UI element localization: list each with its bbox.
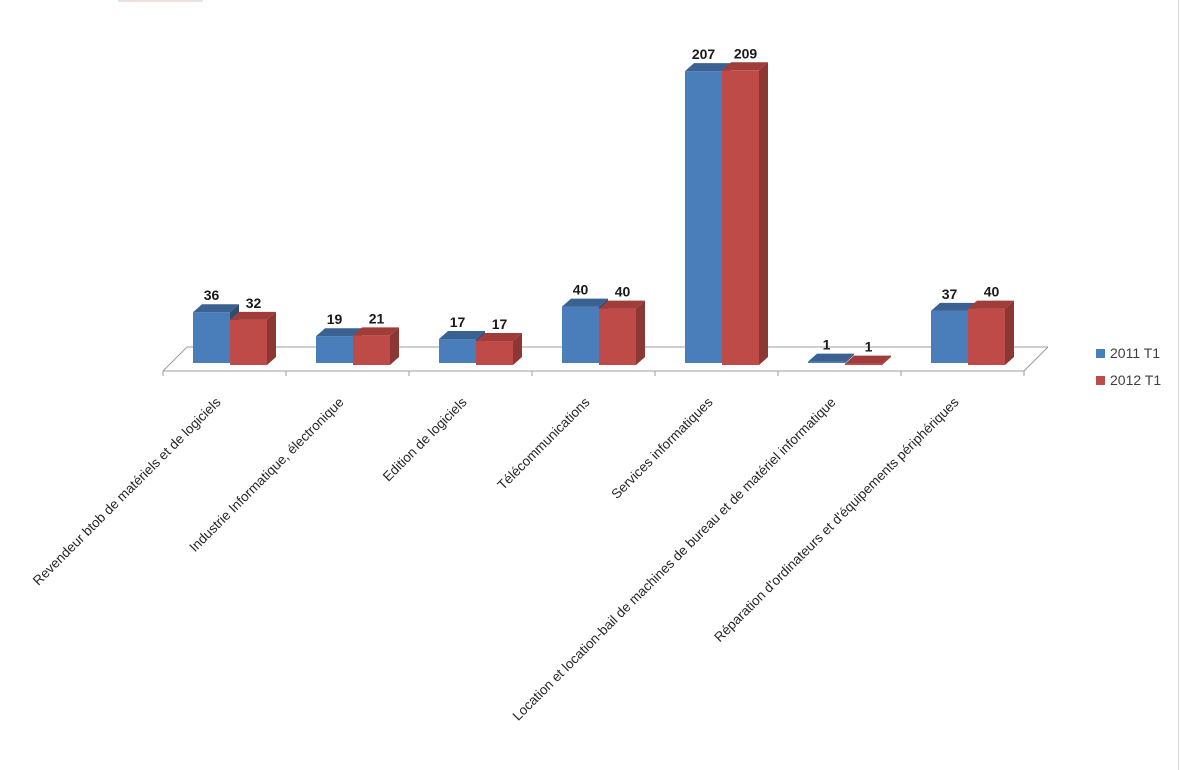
- bar-front-face: [722, 70, 759, 365]
- bar-2012-t1-cat2: [353, 327, 399, 365]
- bar-2012-t1-cat7: [968, 300, 1014, 365]
- legend-item-2011-t1: 2011 T1: [1096, 345, 1161, 361]
- bar-front-face: [845, 363, 882, 365]
- bar-front-face: [439, 339, 476, 363]
- top-edge-artifact: [118, 0, 203, 2]
- bar-side-face: [845, 353, 854, 363]
- bar-2012-t1-cat6: [845, 355, 891, 365]
- bar-side-face: [1005, 300, 1014, 365]
- bar-side-face: [882, 355, 891, 365]
- bar-2011-t1-cat2: [316, 328, 362, 363]
- floor-left-edge: [162, 346, 188, 372]
- bar-top-face: [722, 62, 768, 71]
- value-label: 17: [492, 316, 508, 332]
- category-label-cat5: Services informatiques: [608, 394, 715, 501]
- bar-top-face: [316, 328, 362, 337]
- legend-swatch-icon: [1096, 375, 1105, 385]
- value-label: 32: [246, 295, 262, 311]
- legend-swatch-icon: [1096, 348, 1105, 358]
- bar-side-face: [759, 62, 768, 366]
- value-label: 207: [692, 46, 716, 62]
- legend-label: 2012 T1: [1110, 372, 1162, 388]
- bar-2012-t1-cat3: [476, 333, 522, 365]
- category-label-cat3: Edition de logiciels: [380, 394, 470, 484]
- floor-right-edge: [1023, 346, 1049, 372]
- value-label: 40: [615, 284, 631, 300]
- bar-front-face: [599, 308, 636, 365]
- bar-2012-t1-cat4: [599, 300, 645, 365]
- bar-front-face: [808, 361, 845, 363]
- right-edge-border: [1178, 0, 1179, 770]
- bar-2011-t1-cat7: [931, 302, 977, 363]
- bar-side-face: [390, 327, 399, 365]
- bar-2012-t1-cat1: [230, 311, 276, 365]
- bar-side-face: [636, 300, 645, 365]
- category-label-cat2: Industrie Informatique, électronique: [186, 395, 346, 555]
- bar-front-face: [476, 341, 513, 365]
- bar-side-face: [267, 311, 276, 365]
- value-label: 209: [734, 45, 758, 61]
- value-label: 21: [369, 310, 385, 326]
- category-label-cat4: Télécommunications: [494, 394, 592, 492]
- value-label: 1: [865, 339, 873, 355]
- category-label-cat1: Revendeur btob de matériels et de logici…: [30, 394, 224, 588]
- legend: 2011 T1 2012 T1: [1096, 345, 1161, 388]
- bar-top-face: [562, 298, 608, 307]
- legend-item-2012-t1: 2012 T1: [1096, 372, 1161, 388]
- value-label: 37: [942, 286, 958, 302]
- bar-top-face: [599, 300, 645, 309]
- bar-front-face: [353, 335, 390, 365]
- bar-top-face: [968, 300, 1014, 309]
- bar-top-face: [931, 302, 977, 311]
- bar-top-face: [845, 355, 891, 364]
- bar-top-face: [476, 333, 522, 342]
- legend-label: 2011 T1: [1110, 345, 1161, 361]
- bar-top-face: [808, 353, 854, 362]
- bar-2011-t1-cat6: [808, 353, 854, 363]
- value-label: 40: [984, 284, 1000, 300]
- bar-front-face: [931, 310, 968, 363]
- bar-top-face: [230, 311, 276, 320]
- value-label: 40: [573, 282, 589, 298]
- bar-top-face: [193, 304, 239, 313]
- bar-top-face: [353, 327, 399, 336]
- value-label: 17: [450, 314, 466, 330]
- bar-front-face: [316, 336, 353, 363]
- bar-top-face: [685, 63, 731, 72]
- bar-front-face: [193, 312, 230, 363]
- bar-side-face: [513, 333, 522, 365]
- category-label-cat7: Réparation d'ordinateurs et d'équipement…: [711, 394, 962, 645]
- bar-top-face: [439, 331, 485, 340]
- bar-2012-t1-cat5: [722, 62, 768, 366]
- value-label: 1: [823, 337, 831, 353]
- bar-front-face: [562, 306, 599, 363]
- value-label: 19: [327, 311, 343, 327]
- bar-front-face: [230, 319, 267, 365]
- value-label: 36: [204, 287, 220, 303]
- bar-front-face: [685, 71, 722, 363]
- bar-front-face: [968, 308, 1005, 365]
